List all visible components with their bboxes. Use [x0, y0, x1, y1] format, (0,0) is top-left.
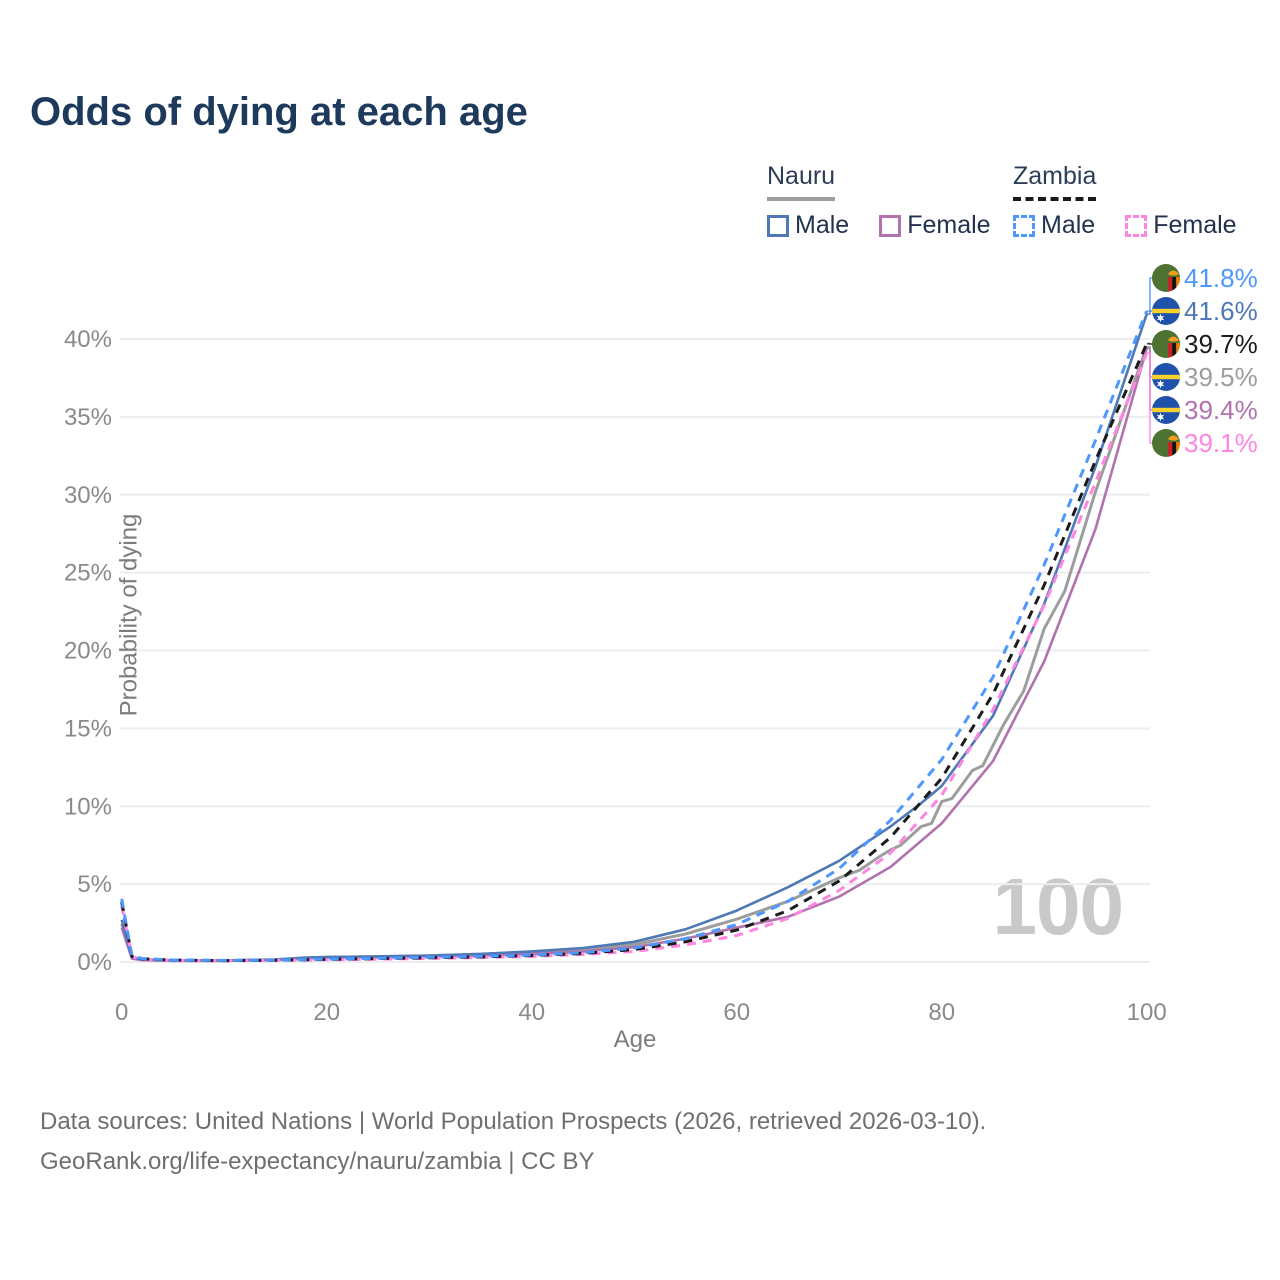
x-tick-label: 100 [1127, 999, 1167, 1026]
legend-country-nauru[interactable]: Nauru [767, 162, 836, 201]
y-tick-label: 30% [64, 482, 112, 509]
y-tick-label: 5% [77, 871, 112, 898]
page-title: Odds of dying at each age [30, 90, 528, 134]
x-tick-label: 20 [313, 999, 340, 1026]
flag-nauru-icon [1152, 363, 1180, 391]
flag-zambia-icon [1152, 264, 1180, 292]
flag-nauru-icon [1152, 396, 1180, 424]
legend-label-zambia-female: Female [1153, 211, 1237, 239]
legend-item-nauru-female[interactable]: Female [879, 211, 991, 240]
end-label-value: 39.1% [1184, 428, 1258, 458]
legend-group-nauru: Nauru Male Female [767, 162, 991, 240]
end-label-value: 41.8% [1184, 263, 1258, 293]
zambia-male-swatch-icon [1013, 214, 1035, 237]
series-line-zambia-male [120, 310, 1149, 962]
end-label-value: 39.5% [1184, 362, 1258, 392]
series-line-zambia-both [120, 343, 1149, 963]
end-label-leader [1147, 352, 1154, 444]
y-tick-label: 10% [64, 793, 112, 820]
footer-attribution: GeoRank.org/life-expectancy/nauru/zambia… [40, 1148, 595, 1175]
legend-label-nauru-male: Male [795, 211, 850, 239]
series-line-nauru-both [120, 346, 1149, 963]
legend-items-zambia: Male Female [1013, 211, 1237, 240]
series-line-nauru-female [120, 347, 1148, 963]
y-tick-label: 40% [64, 326, 112, 353]
y-tick-label: 20% [64, 638, 112, 665]
x-tick-label: 40 [518, 999, 545, 1026]
x-tick-label: 0 [115, 999, 128, 1026]
legend-label-zambia-male: Male [1041, 211, 1096, 239]
legend-item-nauru-male[interactable]: Male [767, 211, 849, 240]
y-tick-label: 25% [64, 560, 112, 587]
x-axis-title: Age [613, 1026, 657, 1053]
legend: Nauru Male Female Zambia Male [0, 162, 1280, 242]
legend-item-zambia-female[interactable]: Female [1125, 211, 1237, 240]
series-line-nauru-male [120, 313, 1148, 962]
footer-data-sources: Data sources: United Nations | World Pop… [40, 1108, 987, 1135]
flag-zambia-icon [1152, 330, 1180, 358]
x-tick-label: 80 [928, 999, 955, 1026]
end-label-value: 39.7% [1184, 329, 1258, 359]
series-line-zambia-female [120, 352, 1149, 963]
end-label-value: 41.6% [1184, 296, 1258, 326]
legend-items-nauru: Male Female [767, 211, 991, 240]
end-label-value: 39.4% [1184, 395, 1258, 425]
x-tick-label: 60 [723, 999, 750, 1026]
legend-label-nauru-female: Female [907, 211, 991, 239]
y-tick-label: 15% [64, 715, 112, 742]
legend-country-zambia[interactable]: Zambia [1013, 162, 1097, 201]
zambia-female-swatch-icon [1125, 214, 1148, 237]
y-tick-label: 35% [64, 404, 112, 431]
nauru-male-swatch-icon [767, 214, 789, 237]
y-axis-title: Probability of dying [115, 513, 143, 717]
watermark-age-100: 100 [992, 862, 1124, 951]
nauru-female-swatch-icon [879, 214, 902, 237]
legend-group-zambia: Zambia Male Female [1013, 162, 1237, 240]
flag-nauru-icon [1152, 297, 1180, 325]
flag-zambia-icon [1152, 429, 1180, 457]
legend-item-zambia-male[interactable]: Male [1013, 211, 1095, 240]
y-tick-label: 0% [77, 949, 112, 976]
